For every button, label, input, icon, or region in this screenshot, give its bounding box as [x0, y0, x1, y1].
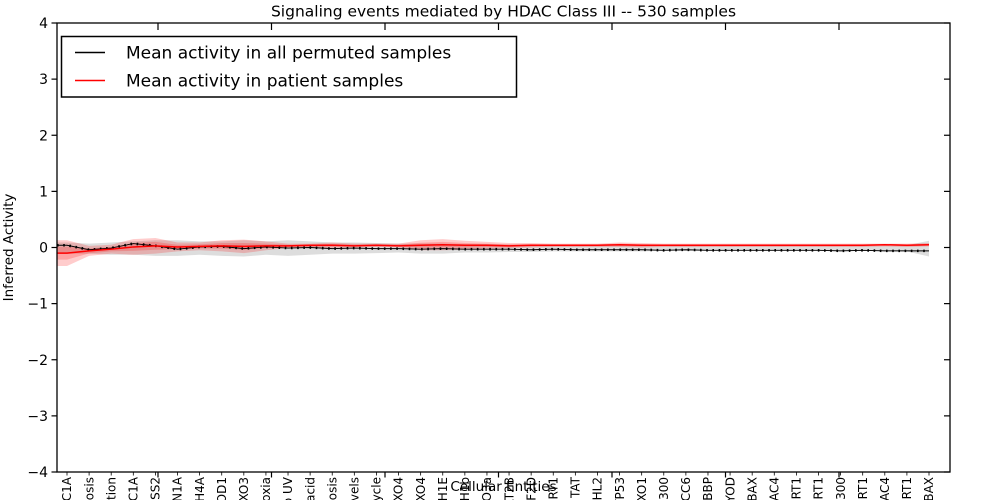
y-tick-label: −1	[27, 297, 48, 313]
x-tick-label: response to hypoxia	[259, 477, 273, 500]
x-tick-label: FHL2	[591, 477, 605, 500]
y-tick-label: −4	[27, 465, 48, 481]
x-tick-label: apoptosis	[82, 477, 96, 500]
x-tick-label: HIV-1 Tat/SIRT1	[812, 477, 826, 500]
x-tick-label: SIRT1/Histone H1b	[458, 477, 472, 500]
x-tick-label: FOXO1/FHL2/SIRT1	[900, 477, 914, 500]
y-axis-label: Inferred Activity	[1, 194, 17, 302]
y-tick-label: −3	[27, 409, 48, 425]
legend-entry-label-1: Mean activity in patient samples	[126, 72, 403, 92]
y-tick-label: 1	[39, 184, 48, 200]
x-tick-label: SIRT1/FOXO3a	[480, 477, 494, 500]
y-tick-label: 4	[39, 16, 48, 32]
band-permuted-samples-range	[57, 240, 929, 257]
x-tick-label: p53/SIRT1	[790, 477, 804, 500]
y-tick-label: 0	[39, 241, 48, 257]
x-tick-label: ACSS2	[149, 477, 163, 500]
x-tick-label: TAT	[569, 476, 583, 499]
x-tick-label: SIRT1/FOXO4	[414, 477, 428, 500]
legend-box	[60, 35, 518, 98]
x-tick-label: response to nutrient levels	[348, 477, 362, 500]
x-axis-label: Cellular Entities	[450, 479, 556, 495]
x-tick-label: SIRT1/MEF2D/HDAC4	[878, 477, 892, 500]
series-markers	[57, 242, 929, 253]
x-tick-label: HIST2H4A	[193, 476, 207, 500]
x-tick-label: SIRT1	[546, 477, 560, 500]
x-tick-label: HDAC4	[767, 477, 781, 500]
x-tick-label: mol:Lysophosphatidic acid	[303, 477, 317, 500]
x-tick-label: CDKN1A	[171, 476, 185, 500]
y-tick-label: −2	[27, 353, 48, 369]
legend-entry-label-0: Mean activity in all permuted samples	[126, 44, 451, 64]
x-tick-label: TP53	[613, 477, 627, 500]
x-tick-label: KAT2B	[502, 477, 516, 500]
x-tick-label: MYOD1	[215, 477, 229, 500]
x-tick-label: KU70/SIRT1/BAX	[922, 477, 936, 500]
x-tick-label: XRCC6	[679, 477, 693, 500]
x-tick-label: EP300	[657, 477, 671, 500]
x-tick-label: SIRT1/PGC1A	[127, 476, 141, 500]
x-tick-label: FOXO1	[635, 477, 649, 500]
x-tick-label: SIRT1/p300	[834, 477, 848, 500]
y-tick-label: 2	[39, 128, 48, 144]
x-tick-label: BAX	[745, 477, 759, 500]
x-tick-label: response to UV	[281, 476, 295, 500]
y-tick-label: 3	[39, 72, 48, 88]
x-tick-label: SIRT1/PCAF/MYOD	[723, 477, 737, 500]
x-tick-label: CREBBP	[701, 477, 715, 500]
chart-title: Signaling events mediated by HDAC Class …	[271, 3, 736, 21]
x-tick-label: FOXO4	[392, 477, 406, 500]
x-tick-label: HIST1H1E	[436, 477, 450, 500]
x-tick-label: FOXO3	[237, 477, 251, 500]
x-tick-label: KU70/SIRT1	[856, 477, 870, 500]
x-tick-label: PPARGC1A	[60, 476, 74, 500]
x-tick-label: induction of apoptosis	[325, 477, 339, 500]
x-tick-label: regulation of S phase of mitotic cell cy…	[370, 477, 384, 500]
x-tick-label: MEF2D	[524, 477, 538, 500]
x-tick-label: muscle cell differentiation	[104, 477, 118, 500]
series-line-mean-activity-in-patient-samples	[57, 243, 930, 254]
